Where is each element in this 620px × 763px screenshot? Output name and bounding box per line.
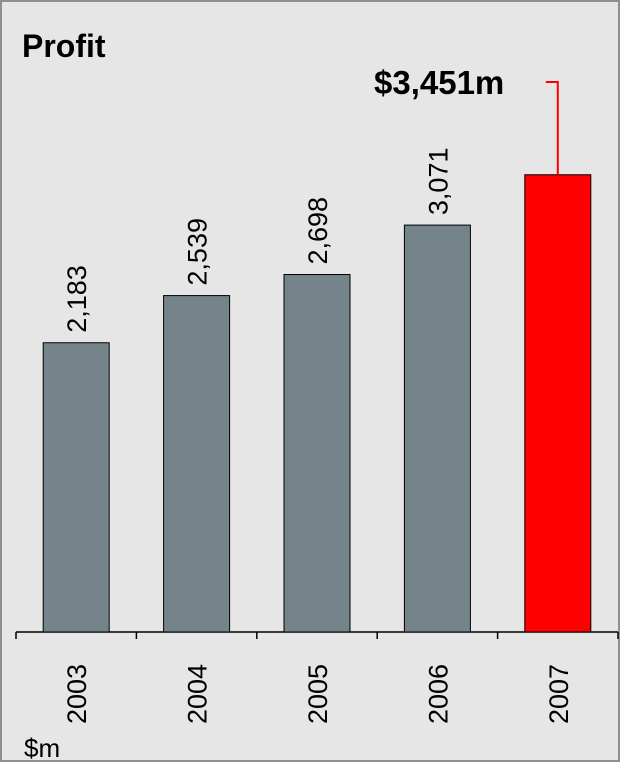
bar-2003 [42,342,110,633]
chart-title: Profit [22,28,106,64]
x-tick-label-2007: 2007 [544,664,574,724]
x-tick-label-2004: 2004 [183,664,213,724]
x-tick-label-2006: 2006 [423,664,453,724]
bar-2007 [524,174,592,633]
units-label: $m [24,733,61,763]
data-label-2004: 2,539 [183,218,213,286]
bar-2006 [403,224,471,633]
bar-2005 [283,274,351,633]
data-label-2006: 3,071 [423,148,453,216]
highlight-callout-label: $3,451m [374,64,505,101]
data-label-2005: 2,698 [303,197,333,265]
x-tick-label-2003: 2003 [62,664,92,724]
bar-2004 [163,295,231,633]
x-tick-label-2005: 2005 [303,664,333,724]
callout-leader-line [545,81,559,175]
data-label-2003: 2,183 [62,265,92,333]
